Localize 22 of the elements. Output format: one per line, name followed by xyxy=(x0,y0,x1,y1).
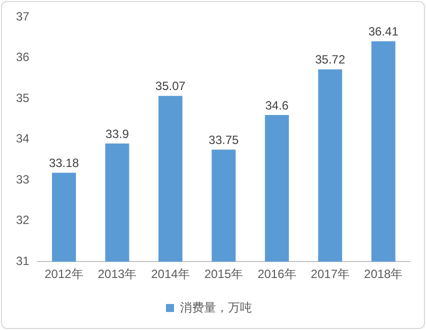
data-label: 33.18 xyxy=(48,156,80,170)
y-tick-label: 31 xyxy=(16,254,30,268)
data-label: 36.41 xyxy=(368,24,399,39)
data-label: 35.07 xyxy=(155,79,186,94)
data-label: 33.9 xyxy=(106,126,130,141)
y-tick-label: 37 xyxy=(16,10,30,24)
x-tick-label: 2014年 xyxy=(151,267,190,282)
x-tick-label: 2018年 xyxy=(364,267,403,282)
x-tick-label: 2015年 xyxy=(204,267,244,282)
y-tick-label: 33 xyxy=(16,172,30,186)
y-tick-label: 35 xyxy=(16,90,30,105)
legend-label: 消费量，万吨 xyxy=(180,300,252,314)
x-tick-label: 2017年 xyxy=(310,267,350,282)
data-label: 34.6 xyxy=(265,98,289,112)
x-tick-label: 2013年 xyxy=(98,267,137,282)
y-tick-label: 36 xyxy=(16,50,30,64)
y-tick-label: 34 xyxy=(16,132,30,146)
x-tick-label: 2016年 xyxy=(258,267,296,282)
data-label: 35.72 xyxy=(315,52,346,67)
y-tick-label: 32 xyxy=(16,213,30,228)
x-tick-label: 2012年 xyxy=(44,267,84,282)
data-label: 33.75 xyxy=(208,132,240,147)
